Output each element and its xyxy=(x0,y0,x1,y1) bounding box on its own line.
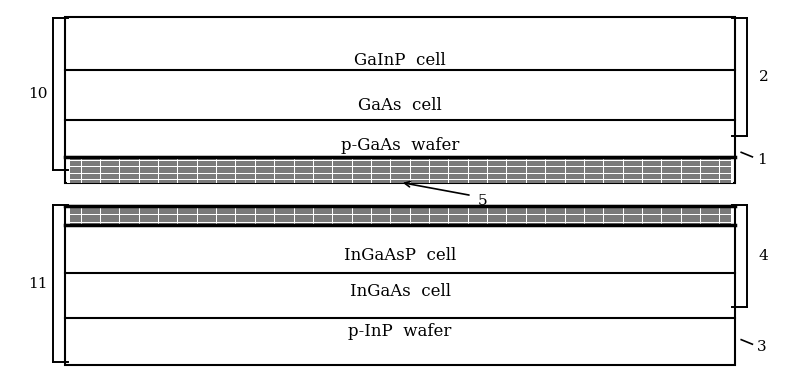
Bar xyxy=(66,207,734,225)
Text: 10: 10 xyxy=(28,87,48,101)
Text: GaAs  cell: GaAs cell xyxy=(358,97,442,114)
Text: 1: 1 xyxy=(757,153,767,167)
Text: 11: 11 xyxy=(28,277,48,291)
Text: GaInP  cell: GaInP cell xyxy=(354,52,446,69)
Bar xyxy=(66,157,734,183)
Text: 2: 2 xyxy=(758,70,769,84)
Text: InGaAsP  cell: InGaAsP cell xyxy=(344,247,456,264)
Text: 5: 5 xyxy=(478,194,488,208)
Bar xyxy=(65,206,735,366)
Text: 4: 4 xyxy=(758,249,769,263)
Text: InGaAs  cell: InGaAs cell xyxy=(350,283,450,300)
Text: p-InP  wafer: p-InP wafer xyxy=(348,323,452,340)
Text: 3: 3 xyxy=(757,340,766,354)
Bar xyxy=(65,16,735,183)
Text: p-GaAs  wafer: p-GaAs wafer xyxy=(341,137,459,154)
